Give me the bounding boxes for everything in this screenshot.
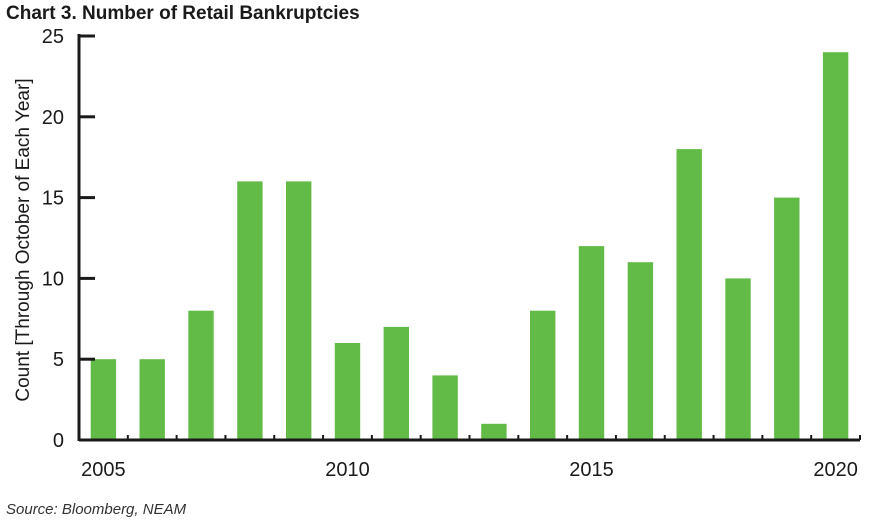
x-tick-label-2005: 2005 bbox=[81, 459, 126, 481]
bar-2017 bbox=[676, 149, 702, 440]
bar-2007 bbox=[188, 310, 214, 440]
y-tick-label-5: 5 bbox=[53, 349, 64, 371]
bar-2014 bbox=[530, 310, 556, 440]
bar-2020 bbox=[822, 52, 849, 440]
x-tick-labels: 2005 2010 2015 2020 bbox=[81, 459, 858, 481]
bar-2005 bbox=[90, 359, 117, 440]
y-tick-label-25: 25 bbox=[42, 26, 64, 48]
bar-2018 bbox=[725, 278, 751, 440]
y-axis-title: Count [Through October of Each Year] bbox=[13, 78, 34, 401]
chart-source: Source: Bloomberg, NEAM bbox=[6, 501, 187, 518]
y-tick-label-0: 0 bbox=[53, 430, 64, 452]
axes-group bbox=[77, 34, 861, 442]
y-tick-label-10: 10 bbox=[42, 268, 64, 290]
bar-2008 bbox=[237, 181, 263, 440]
x-tick-label-2015: 2015 bbox=[569, 459, 614, 481]
x-tick-label-2010: 2010 bbox=[325, 459, 370, 481]
bar-2010 bbox=[334, 343, 361, 440]
bar-2009 bbox=[286, 181, 312, 440]
y-tick-label-15: 15 bbox=[42, 188, 64, 210]
bar-2006 bbox=[139, 359, 165, 440]
bar-2011 bbox=[383, 326, 409, 440]
y-tick-label-20: 20 bbox=[42, 107, 64, 129]
bar-2013 bbox=[481, 423, 507, 440]
chart-title: Chart 3. Number of Retail Bankruptcies bbox=[6, 3, 360, 24]
x-tick-label-2020: 2020 bbox=[813, 459, 858, 481]
bar-2015 bbox=[578, 246, 605, 440]
y-tick-labels: 0 5 10 15 20 25 bbox=[42, 26, 64, 452]
bar-2016 bbox=[627, 262, 654, 440]
bars-group bbox=[90, 52, 849, 440]
bar-2019 bbox=[774, 197, 800, 440]
bar-2012 bbox=[432, 375, 458, 440]
